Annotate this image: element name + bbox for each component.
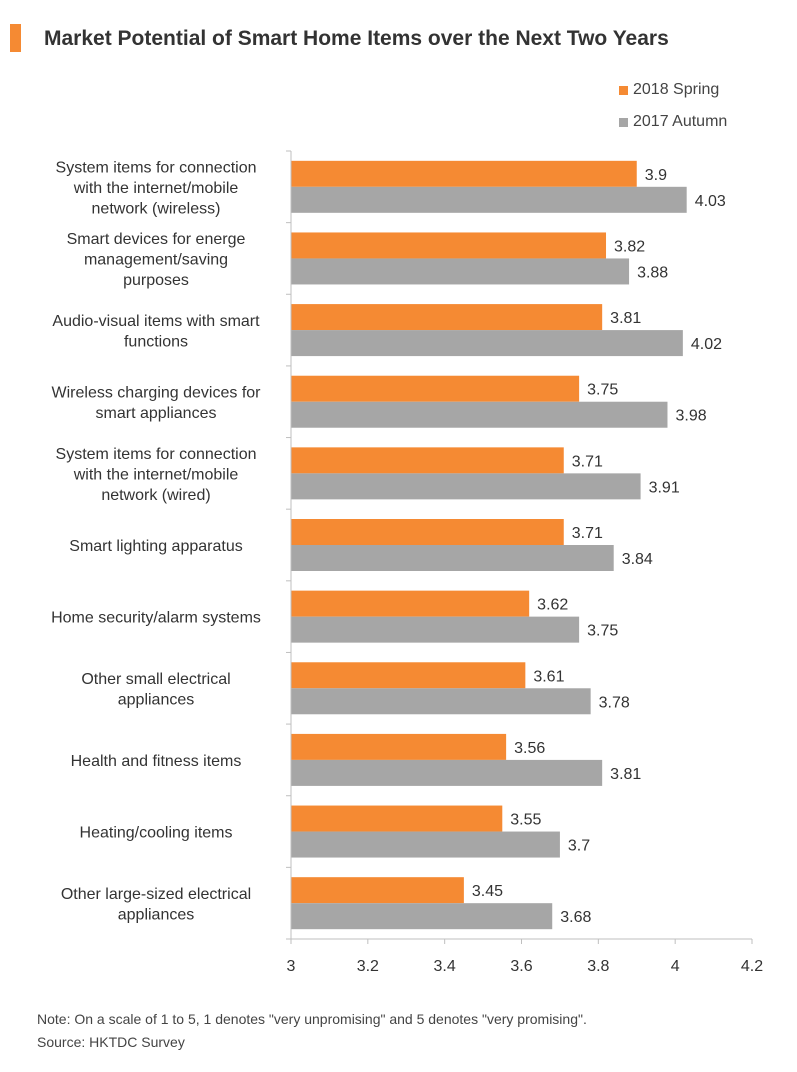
title-accent-marker bbox=[10, 24, 21, 52]
bar-2017-autumn bbox=[291, 545, 614, 571]
bar-2017-autumn bbox=[291, 473, 641, 500]
bar-2017-autumn bbox=[291, 759, 603, 786]
data-label: 3.68 bbox=[560, 909, 591, 926]
category-label: network (wired) bbox=[101, 487, 210, 504]
category-label: smart appliances bbox=[96, 405, 217, 422]
data-label: 3.61 bbox=[533, 668, 564, 685]
x-tick-label: 3.8 bbox=[587, 958, 609, 975]
bar-2018-spring bbox=[291, 733, 507, 760]
bar-2017-autumn bbox=[291, 616, 580, 643]
data-label: 3.71 bbox=[572, 453, 603, 470]
chart-note: Note: On a scale of 1 to 5, 1 denotes "v… bbox=[37, 1011, 587, 1027]
data-label: 3.91 bbox=[649, 479, 680, 496]
category-label: Health and fitness items bbox=[71, 753, 242, 770]
data-label: 3.78 bbox=[599, 694, 630, 711]
category-label: Audio-visual items with smart bbox=[52, 313, 260, 330]
chart-source: Source: HKTDC Survey bbox=[37, 1034, 185, 1050]
data-label: 3.98 bbox=[675, 408, 706, 425]
bar-2018-spring bbox=[291, 662, 526, 689]
legend-swatch-2017-autumn bbox=[619, 117, 628, 127]
bar-2018-spring bbox=[291, 160, 637, 187]
x-tick-label: 3.4 bbox=[434, 958, 456, 975]
data-label: 3.55 bbox=[510, 812, 541, 829]
bar-chart: 3.9 4.03 System items for connection with t… bbox=[51, 150, 763, 975]
category-label: purposes bbox=[123, 272, 189, 289]
category-label: Wireless charging devices for bbox=[52, 384, 262, 401]
category-label: Heating/cooling items bbox=[80, 825, 233, 842]
bar-2017-autumn bbox=[291, 688, 591, 715]
data-label: 3.81 bbox=[610, 310, 641, 327]
chart-title: Market Potential of Smart Home Items ove… bbox=[44, 27, 669, 50]
category-label: network (wireless) bbox=[92, 200, 221, 217]
bar-2018-spring bbox=[291, 232, 607, 259]
bar-2017-autumn bbox=[291, 401, 668, 428]
x-tick-label: 4.2 bbox=[741, 958, 763, 975]
category-label: functions bbox=[124, 333, 188, 350]
data-label: 3.82 bbox=[614, 238, 645, 255]
bar-2018-spring bbox=[291, 375, 580, 402]
x-tick-label: 3.2 bbox=[357, 958, 379, 975]
data-label: 3.75 bbox=[587, 382, 618, 399]
data-label: 3.75 bbox=[587, 623, 618, 640]
data-label: 3.56 bbox=[514, 740, 545, 757]
bar-2018-spring bbox=[291, 447, 564, 474]
category-label: Smart lighting apparatus bbox=[69, 538, 242, 555]
data-label: 3.71 bbox=[572, 525, 603, 542]
bar-2017-autumn bbox=[291, 330, 683, 357]
category-label: Other small electrical bbox=[81, 671, 230, 688]
bar-2018-spring bbox=[291, 304, 603, 331]
category-label: appliances bbox=[118, 692, 195, 709]
bar-2018-spring bbox=[291, 805, 503, 832]
data-label: 3.45 bbox=[472, 883, 503, 900]
x-tick-label: 3.6 bbox=[510, 958, 532, 975]
data-label: 3.88 bbox=[637, 264, 668, 281]
x-tick-label: 3 bbox=[287, 958, 296, 975]
data-label: 3.81 bbox=[610, 766, 641, 783]
bar-2017-autumn bbox=[291, 831, 560, 858]
legend-label-2017-autumn: 2017 Autumn bbox=[633, 113, 728, 130]
x-tick-label: 4 bbox=[671, 958, 680, 975]
bar-2018-spring bbox=[291, 877, 464, 904]
data-label: 3.7 bbox=[568, 838, 590, 855]
legend-swatch-2018-spring bbox=[619, 85, 628, 95]
data-label: 4.03 bbox=[695, 193, 726, 210]
legend-label-2018-spring: 2018 Spring bbox=[633, 81, 720, 98]
bar-2017-autumn bbox=[291, 258, 630, 285]
category-label: Other large-sized electrical bbox=[61, 886, 251, 903]
category-label: System items for connection bbox=[56, 159, 257, 176]
category-label: management/saving bbox=[84, 251, 228, 268]
data-label: 3.84 bbox=[622, 551, 653, 568]
legend-item-2017-autumn: 2017 Autumn bbox=[619, 112, 727, 132]
data-label: 4.02 bbox=[691, 336, 722, 353]
bar-2017-autumn bbox=[291, 903, 553, 930]
bar-2018-spring bbox=[291, 590, 530, 617]
bar-2018-spring bbox=[291, 519, 564, 545]
category-label: System items for connection bbox=[56, 446, 257, 463]
bar-2017-autumn bbox=[291, 186, 687, 213]
category-label: appliances bbox=[118, 906, 195, 923]
category-label: Home security/alarm systems bbox=[51, 610, 261, 627]
data-label: 3.9 bbox=[645, 167, 667, 184]
category-label: with the internet/mobile bbox=[73, 466, 239, 483]
legend-item-2018-spring: 2018 Spring bbox=[619, 80, 719, 100]
data-label: 3.62 bbox=[537, 597, 568, 614]
category-label: Smart devices for energe bbox=[67, 231, 246, 248]
category-label: with the internet/mobile bbox=[73, 180, 239, 197]
